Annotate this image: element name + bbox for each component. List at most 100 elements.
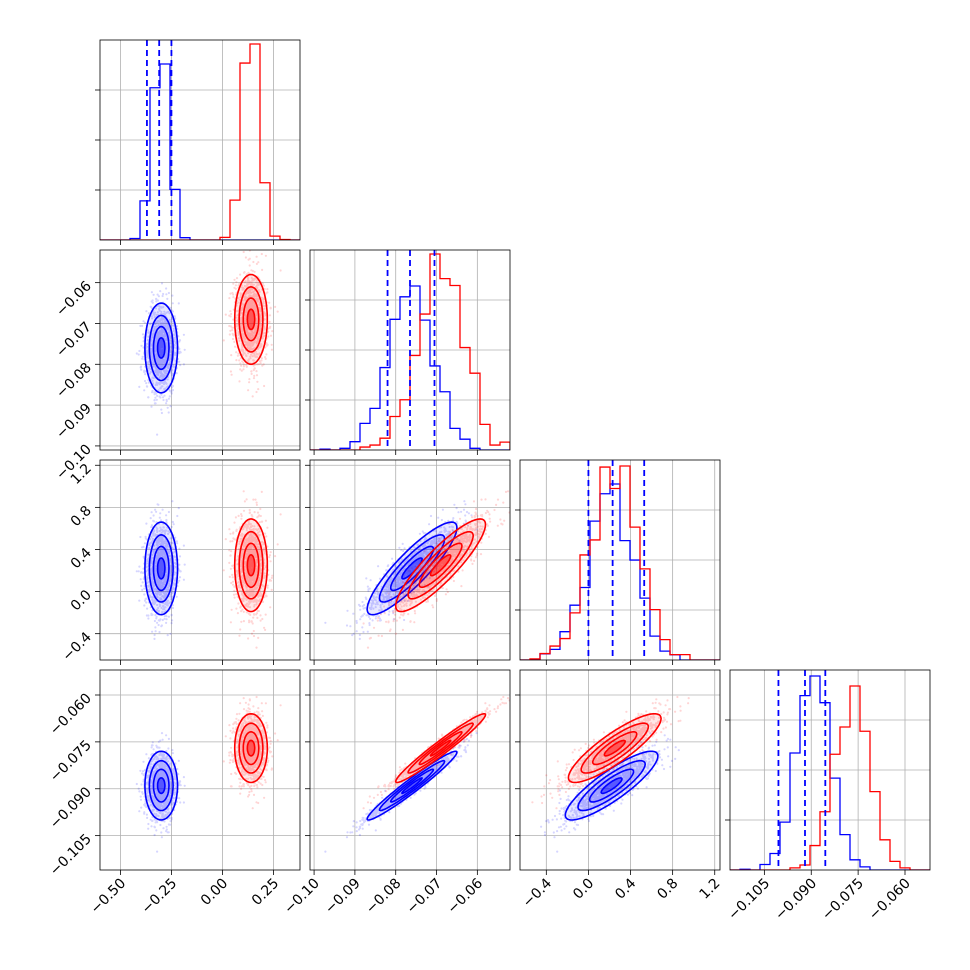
scatter-point (252, 335, 255, 338)
scatter-point (228, 333, 231, 336)
scatter-point (168, 363, 171, 366)
scatter-point (154, 321, 157, 324)
scatter-point (247, 360, 250, 363)
scatter-point (246, 296, 249, 300)
scatter-point (150, 315, 153, 318)
scatter-point (161, 294, 164, 298)
scatter-point (156, 332, 160, 335)
scatter-point (250, 323, 253, 326)
scatter-point (156, 373, 159, 376)
scatter-point (151, 391, 154, 394)
scatter-point (165, 399, 168, 403)
scatter-point (245, 364, 248, 367)
scatter-point (150, 343, 153, 346)
scatter-point (141, 581, 144, 584)
scatter-point (229, 325, 232, 328)
scatter-point (165, 337, 168, 340)
scatter-point (160, 345, 163, 348)
scatter-point (157, 361, 160, 364)
scatter-point (145, 385, 148, 388)
scatter-point (177, 302, 180, 305)
scatter-point (240, 308, 243, 311)
scatter-point (268, 554, 272, 557)
scatter-point (140, 584, 143, 588)
scatter-point (163, 374, 166, 378)
scatter-point (151, 299, 154, 302)
scatter-point (247, 352, 250, 355)
scatter-point (148, 365, 151, 369)
scatter-point (248, 280, 251, 283)
scatter-point (233, 340, 236, 343)
scatter-point (171, 374, 174, 377)
scatter-point (159, 332, 162, 336)
scatter-point (240, 307, 243, 310)
scatter-point (256, 363, 259, 366)
scatter-point (146, 353, 149, 356)
scatter-point (154, 346, 157, 349)
scatter-point (254, 308, 258, 311)
scatter-point (175, 372, 178, 375)
scatter-point (239, 606, 242, 609)
scatter-point (166, 343, 169, 346)
scatter-point (247, 258, 250, 261)
scatter-point (237, 337, 240, 340)
scatter-point (159, 343, 162, 346)
scatter-point (168, 330, 171, 334)
scatter-point (179, 351, 182, 354)
scatter-point (228, 324, 231, 328)
scatter-point (240, 620, 243, 623)
scatter-point (167, 324, 170, 327)
scatter-point (264, 356, 267, 359)
y-tick-label: −0.06 (53, 278, 95, 320)
scatter-point (166, 322, 169, 325)
scatter-point (242, 351, 245, 354)
scatter-point (182, 363, 185, 366)
scatter-point (161, 360, 164, 363)
scatter-point (235, 323, 238, 326)
scatter-point (271, 330, 274, 333)
scatter-point (161, 317, 164, 320)
scatter-point (150, 405, 153, 408)
scatter-point (169, 405, 172, 408)
scatter-point (162, 343, 165, 346)
scatter-point (235, 316, 238, 319)
scatter-point (157, 323, 160, 326)
scatter-point (150, 358, 153, 361)
scatter-point (149, 370, 152, 374)
scatter-point (161, 363, 164, 366)
scatter-point (148, 367, 151, 370)
scatter-point (154, 366, 157, 369)
scatter-point (161, 363, 164, 366)
scatter-point (259, 362, 262, 365)
scatter-point (178, 340, 181, 343)
scatter-point (138, 349, 141, 353)
scatter-point (151, 301, 154, 304)
scatter-point (165, 402, 168, 405)
scatter-point (156, 621, 159, 624)
scatter-point (162, 317, 165, 320)
scatter-point (251, 288, 254, 291)
scatter-point (270, 348, 273, 351)
scatter-point (139, 324, 142, 327)
scatter-point (156, 335, 159, 338)
scatter-point (159, 360, 162, 363)
scatter-point (229, 292, 232, 295)
scatter-point (240, 328, 243, 331)
scatter-point (247, 306, 250, 309)
scatter-point (264, 613, 267, 616)
scatter-point (235, 309, 238, 313)
scatter-point (154, 396, 157, 399)
scatter-point (158, 362, 162, 365)
scatter-point (158, 364, 161, 367)
scatter-point (251, 315, 255, 318)
scatter-point (239, 368, 242, 371)
scatter-point (252, 613, 256, 616)
scatter-point (154, 345, 157, 348)
scatter-point (256, 299, 259, 303)
scatter-point (158, 331, 161, 334)
scatter-point (242, 361, 245, 364)
scatter-point (170, 371, 173, 374)
scatter-point (150, 352, 153, 355)
scatter-point (137, 570, 140, 573)
scatter-point (161, 330, 164, 334)
